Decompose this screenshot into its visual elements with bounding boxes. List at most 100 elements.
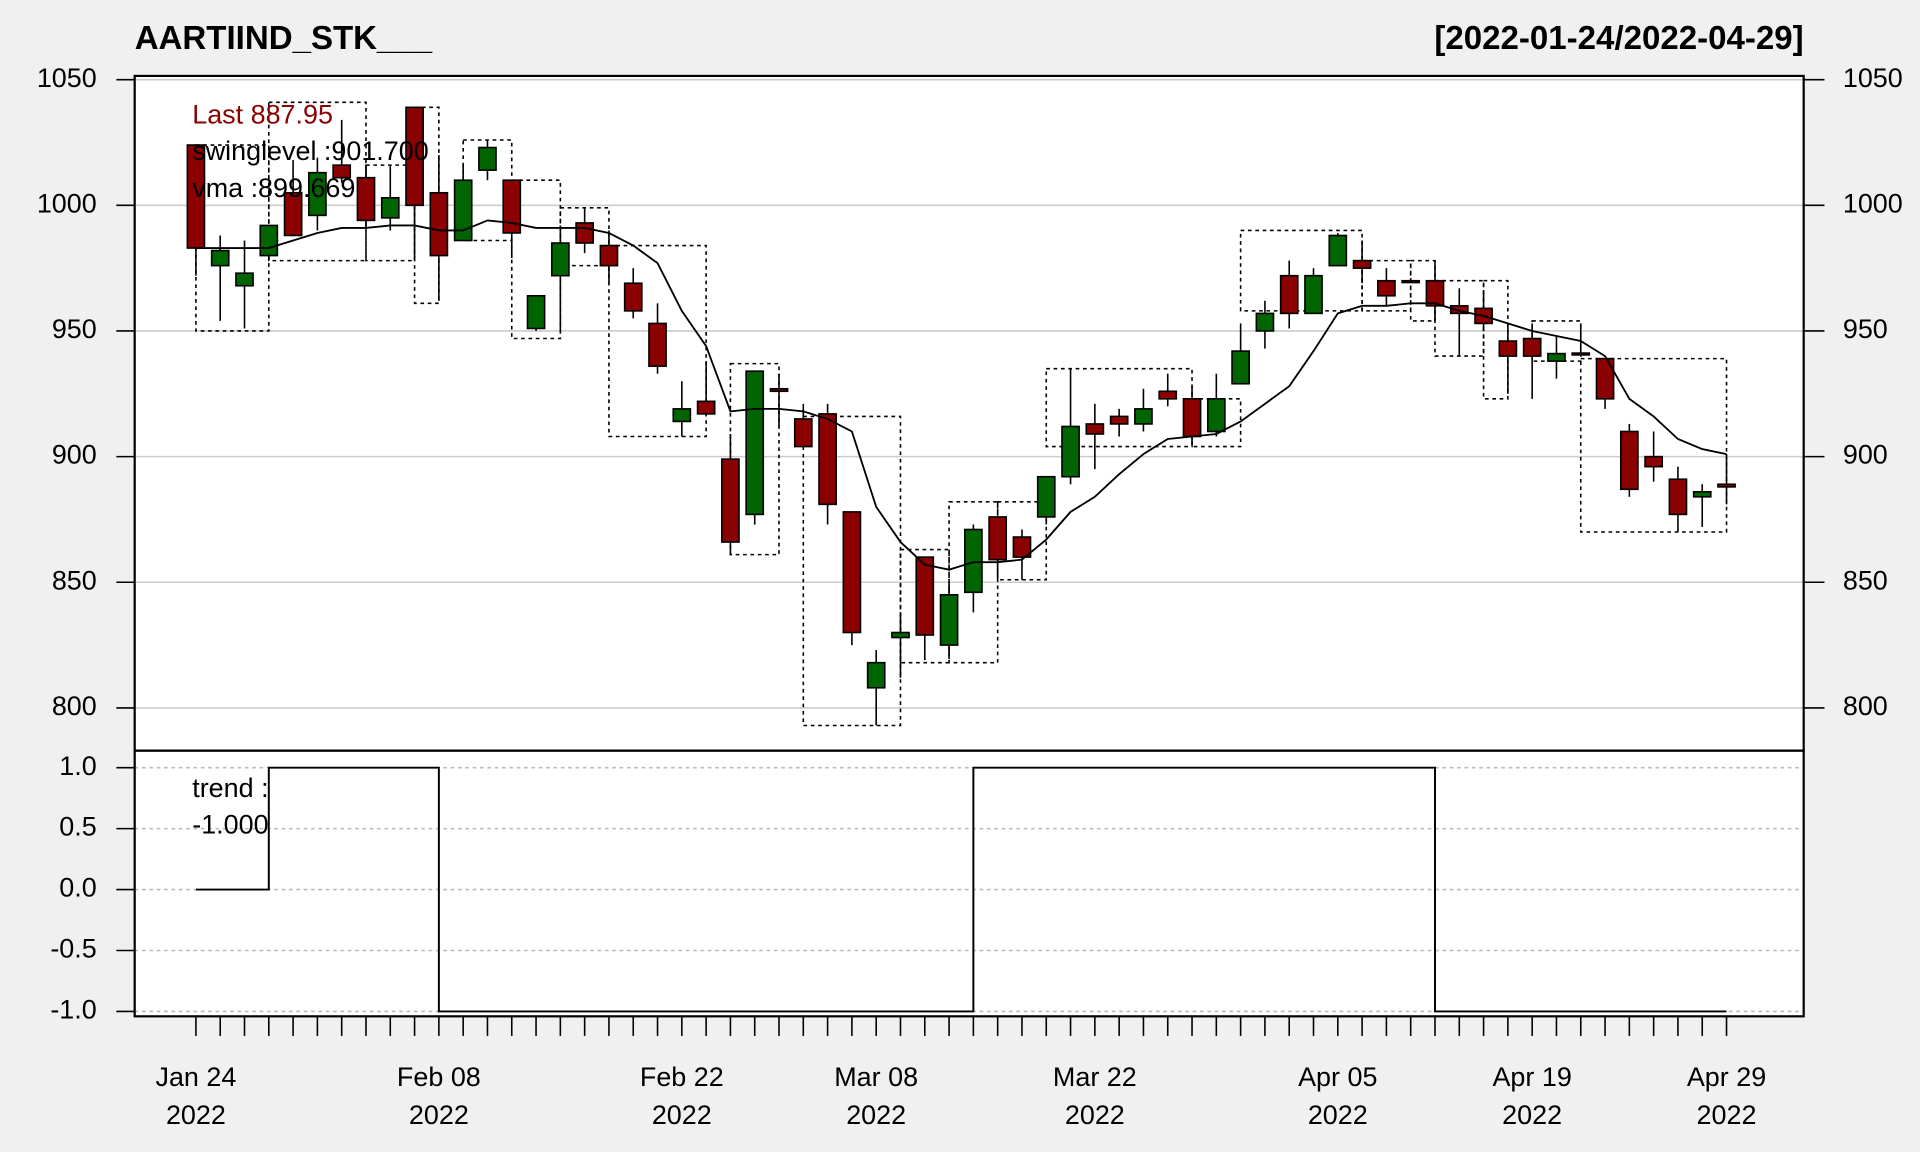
- candle-body: [648, 322, 667, 367]
- candle-body: [1547, 352, 1566, 362]
- candle-body: [1401, 279, 1421, 284]
- y-tick-label: 1050: [1843, 63, 1903, 93]
- candle-body: [1352, 259, 1372, 269]
- candle-body: [1425, 279, 1445, 307]
- candle-body: [380, 196, 400, 219]
- candle-body: [1644, 455, 1664, 468]
- candle-body: [1498, 340, 1518, 357]
- candle-body: [1134, 408, 1153, 425]
- candle-body: [1692, 490, 1712, 498]
- vma-line: [195, 219, 1727, 571]
- candle-body: [478, 146, 497, 171]
- candle-body: [1206, 398, 1226, 433]
- chart-title: AARTIIND_STK___: [135, 20, 433, 57]
- candle-body: [1668, 478, 1688, 516]
- y-tick-label: 900: [1843, 440, 1888, 470]
- legend-text: vma :899.669: [192, 173, 355, 203]
- trend-line: [195, 766, 1727, 1013]
- legend-text: swinglevel :901.700: [192, 136, 428, 166]
- candle-body: [1231, 350, 1250, 385]
- candle-body: [356, 176, 376, 222]
- candle-body: [308, 171, 327, 217]
- candle-body: [405, 106, 424, 207]
- x-tick-label: Feb 22 2022: [639, 1061, 724, 1131]
- candle-body: [1279, 274, 1299, 315]
- candle-body: [793, 418, 813, 448]
- x-tick-label: Mar 08 2022: [834, 1061, 919, 1131]
- candle-body: [988, 516, 1008, 561]
- candle-body: [1158, 390, 1178, 400]
- y-tick-label: -1.0: [50, 995, 96, 1025]
- x-tick-label: Apr 29 2022: [1686, 1061, 1767, 1131]
- date-range: [2022-01-24/2022-04-29]: [1434, 20, 1803, 57]
- candle-body: [1085, 423, 1105, 435]
- swing-box: [195, 144, 270, 332]
- legend-text: Last 887.95: [192, 99, 333, 129]
- x-tick-label: Apr 19 2022: [1492, 1061, 1572, 1131]
- y-tick-label: 950: [52, 314, 97, 344]
- candle-body: [599, 244, 619, 267]
- candle-body: [891, 631, 910, 639]
- panel-frame: [133, 749, 1805, 1018]
- candle-body: [210, 249, 230, 267]
- candle-body: [429, 191, 449, 257]
- candle-body: [259, 224, 279, 257]
- y-tick-label: -0.5: [50, 934, 96, 964]
- candle-body: [842, 511, 862, 634]
- y-tick-label: 0.5: [59, 812, 96, 842]
- candle-body: [526, 294, 546, 330]
- candle-body: [672, 408, 692, 423]
- y-tick-label: 900: [52, 440, 97, 470]
- y-tick-label: 1.0: [59, 751, 96, 781]
- y-tick-label: 1000: [1843, 188, 1903, 218]
- candle-body: [1109, 415, 1129, 425]
- x-tick-label: Apr 05 2022: [1298, 1061, 1378, 1131]
- candle-body: [1571, 352, 1591, 356]
- candle-body: [939, 594, 959, 646]
- swing-box: [948, 501, 999, 664]
- y-tick-label: 800: [1843, 691, 1888, 721]
- swing-box: [1361, 259, 1412, 312]
- candle-body: [745, 370, 765, 516]
- candle-body: [453, 179, 473, 242]
- x-tick-label: Jan 24 2022: [155, 1061, 237, 1131]
- candle-body: [1255, 312, 1275, 332]
- candle-body: [1595, 357, 1615, 400]
- candle-body: [1328, 234, 1348, 267]
- candle-body: [623, 282, 643, 312]
- legend-text: -1.000: [192, 810, 268, 840]
- y-tick-label: 950: [1843, 314, 1888, 344]
- candle-body: [769, 387, 789, 393]
- candle-body: [964, 528, 983, 594]
- candle-body: [502, 179, 522, 234]
- candle-body: [696, 400, 716, 415]
- candle-body: [1449, 305, 1469, 315]
- y-tick-label: 0.0: [59, 873, 96, 903]
- x-tick-label: Mar 22 2022: [1052, 1061, 1137, 1131]
- y-tick-label: 800: [52, 691, 97, 721]
- candle-body: [283, 191, 303, 237]
- candle-body: [575, 222, 595, 244]
- x-tick-label: Feb 08 2022: [396, 1061, 481, 1131]
- y-tick-label: 850: [1843, 565, 1888, 595]
- candle-body: [1304, 274, 1323, 315]
- candle-body: [1182, 398, 1202, 438]
- y-tick-label: 850: [52, 565, 97, 595]
- candle-body: [1377, 279, 1396, 297]
- legend-text: trend :: [192, 773, 268, 803]
- candle-body: [550, 242, 570, 277]
- swing-box: [608, 244, 707, 438]
- candle-body: [1717, 483, 1736, 488]
- candle-body: [332, 164, 352, 179]
- candle-body: [1036, 475, 1056, 518]
- y-tick-label: 1000: [37, 188, 97, 218]
- candle-body: [235, 272, 254, 287]
- candle-body: [1061, 425, 1080, 478]
- candle-body: [721, 458, 740, 543]
- y-tick-label: 1050: [37, 63, 97, 93]
- swing-box: [1579, 357, 1728, 533]
- candle-body: [1522, 337, 1542, 357]
- candle-body: [915, 556, 935, 636]
